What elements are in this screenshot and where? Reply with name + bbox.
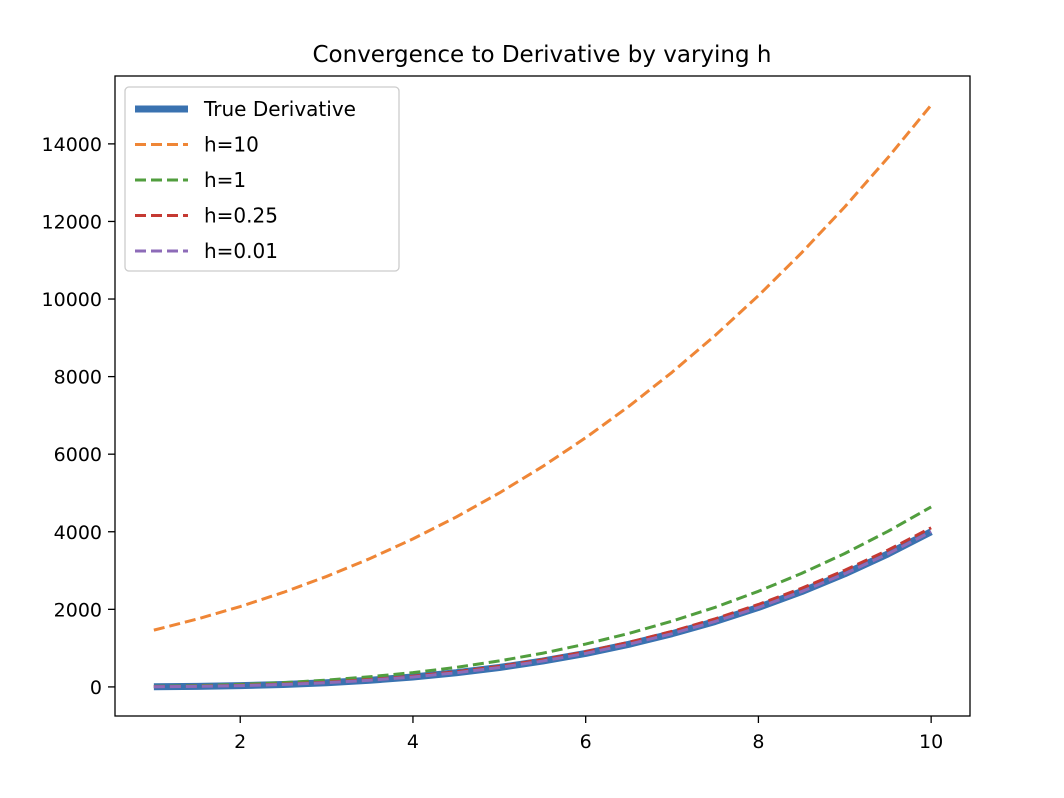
legend-box [124,86,400,272]
y-tick-label-1: 2000 [54,599,102,621]
x-tick-label-4: 10 [919,731,943,753]
y-tick-label-0: 0 [90,677,102,699]
legend-label-1: h=10 [204,133,259,157]
legend-label-4: h=0.01 [204,239,278,263]
y-tick-label-4: 8000 [54,367,102,389]
y-tick-label-6: 12000 [42,211,102,233]
series-line-4 [153,530,932,689]
series-line-1 [153,104,933,632]
y-tick-label-3: 6000 [54,444,102,466]
y-axis: 0 2000 4000 6000 8000 10000 12000 14000 [42,134,115,699]
legend-label-0: True Derivative [203,97,356,121]
x-tick-label-1: 4 [407,731,419,753]
chart-title: Convergence to Derivative by varying h [312,42,771,68]
x-tick-label-0: 2 [234,731,246,753]
plot-frame [114,75,971,717]
legend-label-3: h=0.25 [204,204,278,228]
y-tick-label-7: 14000 [42,134,102,156]
legend-label-2: h=1 [204,168,246,192]
x-axis: 2 4 6 8 10 [234,716,943,753]
y-tick-label-5: 10000 [42,289,102,311]
x-tick-label-2: 6 [580,731,592,753]
series-layer [153,104,933,691]
legend: True Derivative h=10 h=1 h=0.25 h=0.01 [124,86,400,272]
x-tick-label-3: 8 [752,731,764,753]
y-tick-label-2: 4000 [54,522,102,544]
